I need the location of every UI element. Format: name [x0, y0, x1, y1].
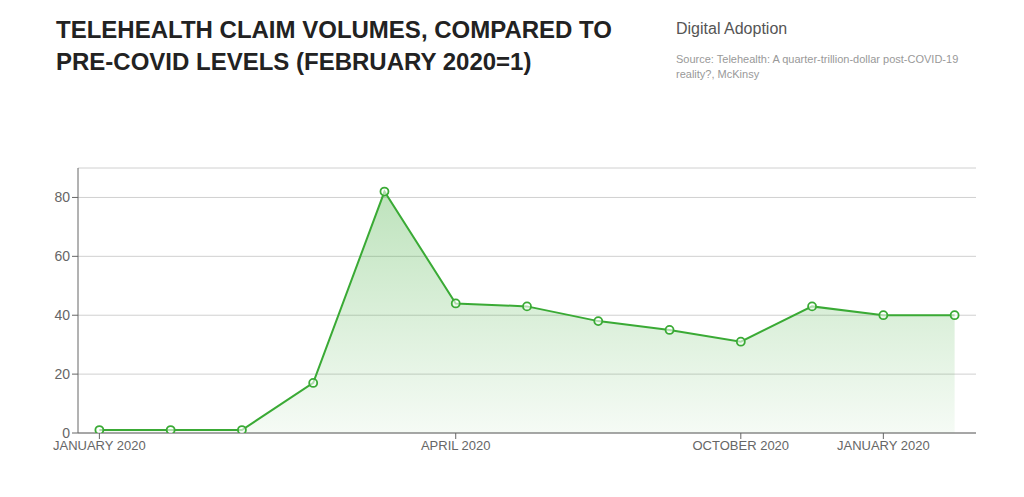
svg-text:APRIL 2020: APRIL 2020 [421, 438, 491, 453]
svg-text:0: 0 [62, 425, 70, 441]
svg-text:OCTOBER 2020: OCTOBER 2020 [693, 438, 790, 453]
svg-text:40: 40 [54, 307, 70, 323]
svg-text:60: 60 [54, 248, 70, 264]
html-text:TELEHEALTH CLAIM VOLUMES, COMP: TELEHEALTH CLAIM VOLUMES, COMPARED TO PR… [56, 16, 612, 76]
html-text:Digital Adoption: Digital Adoption [676, 20, 788, 37]
html-text:Source: Telehealth: A quarter-: Source: Telehealth: A quarter-trillion-d… [676, 53, 959, 81]
svg-text:JANUARY 2020: JANUARY 2020 [53, 438, 146, 454]
svg-text:20: 20 [54, 366, 70, 382]
svg-text:JANUARY 2020: JANUARY 2020 [837, 438, 930, 453]
svg-text:80: 80 [54, 189, 70, 205]
